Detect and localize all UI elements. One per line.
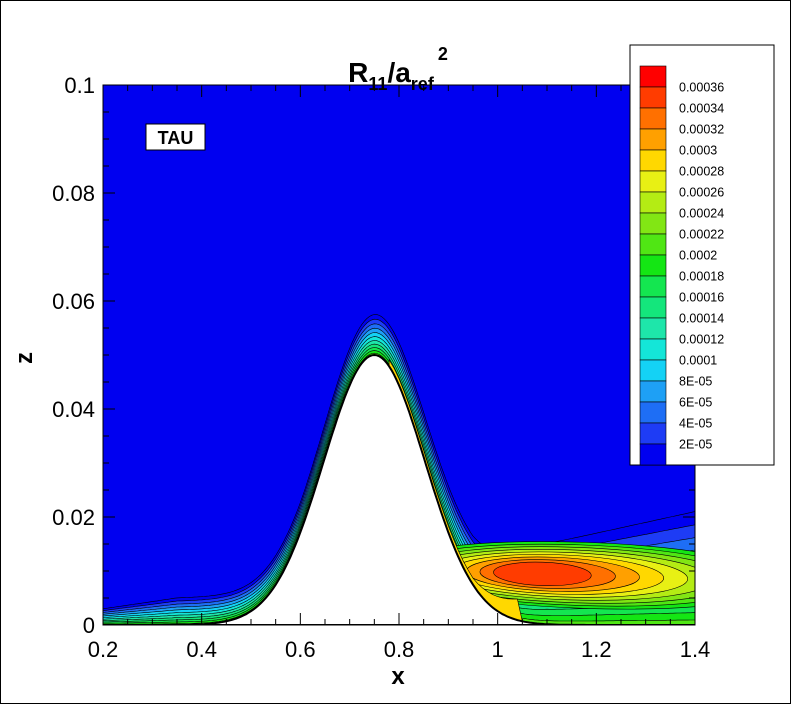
legend-swatch [639, 275, 667, 298]
tau-label-box [145, 123, 206, 151]
x-tick-label: 0.6 [285, 637, 316, 662]
legend-label: 0.00036 [679, 81, 724, 95]
legend-label: 2E-05 [679, 438, 712, 452]
y-tick-label: 0 [83, 613, 95, 638]
legend-label: 0.00024 [679, 207, 724, 221]
x-tick-label: 1.4 [680, 637, 711, 662]
legend-swatch [639, 296, 667, 319]
legend-swatch [639, 359, 667, 382]
legend-label: 0.00026 [679, 186, 724, 200]
y-axis-label: z [11, 352, 38, 364]
legend-swatch [639, 212, 667, 235]
legend-label: 0.00012 [679, 333, 724, 347]
legend-swatch [639, 380, 667, 403]
legend-label: 6E-05 [679, 396, 712, 410]
y-tick-label: 0.06 [52, 289, 95, 314]
legend-label: 0.00016 [679, 291, 724, 305]
y-tick-label: 0.08 [52, 181, 95, 206]
x-tick-label: 1 [492, 637, 504, 662]
y-tick-label: 0.1 [64, 73, 95, 98]
x-tick-label: 0.2 [88, 637, 119, 662]
x-axis-label: x [391, 663, 405, 690]
x-tick-label: 0.4 [186, 637, 217, 662]
y-tick-label: 0.04 [52, 397, 95, 422]
contour-peak-band [493, 561, 592, 587]
x-tick-label: 0.8 [384, 637, 415, 662]
legend-label: 0.00014 [679, 312, 724, 326]
legend-swatch [639, 65, 667, 88]
chart-title: R11/aref2 [348, 44, 448, 94]
legend-swatch [639, 443, 667, 466]
legend-swatch [639, 254, 667, 277]
legend-swatch [639, 233, 667, 256]
legend-swatch [639, 317, 667, 340]
legend-label: 0.00034 [679, 102, 724, 116]
legend-swatch [639, 86, 667, 109]
legend-label: 8E-05 [679, 375, 712, 389]
legend-swatch [639, 401, 667, 424]
legend-swatch [639, 149, 667, 172]
legend: 0.00036 0.00034 0.00032 0.0003 0.00028 0.0002… [629, 44, 775, 466]
legend-label: 0.00018 [679, 270, 724, 284]
x-tick-label: 1.2 [581, 637, 612, 662]
legend-label: 0.00028 [679, 165, 724, 179]
tau-label: TAU [158, 128, 194, 148]
legend-swatch [639, 128, 667, 151]
legend-label: 0.00032 [679, 123, 724, 137]
legend-swatch [639, 170, 667, 193]
legend-label: 0.0002 [679, 249, 717, 263]
y-tick-label: 0.02 [52, 505, 95, 530]
contour-field [103, 85, 695, 625]
legend-swatch [639, 422, 667, 445]
legend-swatch [639, 191, 667, 214]
legend-label: 0.0001 [679, 354, 717, 368]
legend-label: 4E-05 [679, 417, 712, 431]
legend-swatch [639, 338, 667, 361]
legend-label: 0.0003 [679, 144, 717, 158]
legend-swatch [639, 107, 667, 130]
legend-label: 0.00022 [679, 228, 724, 242]
